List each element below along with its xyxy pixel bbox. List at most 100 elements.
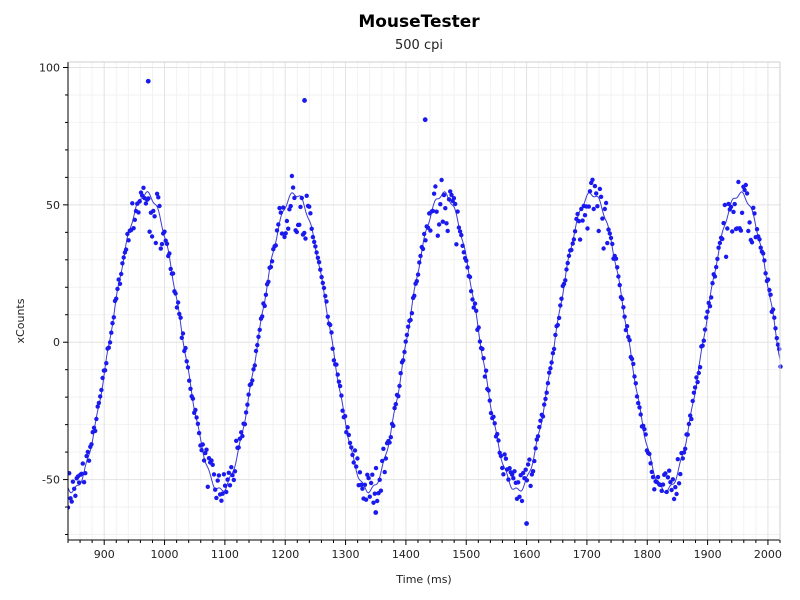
data-point bbox=[153, 240, 158, 246]
data-point bbox=[483, 368, 489, 373]
grid bbox=[67, 62, 781, 540]
data-point bbox=[555, 322, 560, 328]
data-point bbox=[116, 277, 121, 282]
data-point bbox=[768, 292, 773, 297]
data-point bbox=[549, 360, 554, 365]
data-point bbox=[225, 477, 230, 482]
data-point bbox=[762, 258, 767, 263]
data-point bbox=[440, 219, 445, 224]
y-axis-label: xCounts bbox=[14, 298, 27, 343]
data-point bbox=[576, 219, 582, 224]
data-point bbox=[695, 379, 700, 385]
data-point bbox=[633, 381, 638, 386]
data-point bbox=[585, 226, 590, 231]
data-point bbox=[314, 250, 319, 255]
data-point bbox=[430, 208, 436, 214]
data-point bbox=[252, 363, 257, 368]
data-point bbox=[615, 265, 620, 270]
data-point bbox=[175, 300, 181, 305]
data-point bbox=[436, 222, 442, 227]
data-point bbox=[742, 187, 747, 193]
data-point bbox=[465, 265, 470, 270]
data-point bbox=[136, 210, 141, 215]
data-point bbox=[643, 432, 648, 437]
data-point bbox=[669, 487, 674, 493]
data-point bbox=[406, 324, 411, 329]
data-point bbox=[565, 260, 570, 266]
data-point bbox=[582, 213, 588, 218]
data-point bbox=[84, 453, 89, 459]
data-point bbox=[401, 358, 406, 363]
data-point bbox=[214, 495, 219, 501]
data-point bbox=[365, 472, 370, 477]
data-point bbox=[180, 331, 186, 336]
data-point bbox=[444, 221, 449, 226]
data-point bbox=[354, 464, 359, 469]
y-tick-label: 0 bbox=[53, 336, 60, 349]
data-point bbox=[196, 430, 202, 436]
data-point bbox=[550, 351, 556, 356]
data-point bbox=[146, 196, 151, 201]
data-point bbox=[624, 324, 630, 329]
data-point bbox=[683, 446, 688, 451]
data-point bbox=[324, 299, 329, 304]
data-point bbox=[339, 393, 344, 398]
data-point bbox=[141, 185, 146, 190]
plot-area: 900 1000 1100 1200 1300 1400 1500 1600 1700 1800 1… bbox=[39, 61, 783, 561]
data-point bbox=[547, 370, 552, 375]
data-point bbox=[243, 410, 249, 415]
data-point bbox=[292, 195, 297, 201]
data-point bbox=[506, 477, 511, 482]
data-point bbox=[538, 418, 543, 423]
data-point bbox=[414, 279, 419, 284]
data-point bbox=[408, 317, 413, 323]
data-point bbox=[137, 199, 142, 204]
data-point bbox=[434, 209, 439, 214]
data-point bbox=[605, 240, 610, 246]
data-point bbox=[312, 239, 317, 245]
data-point bbox=[622, 314, 627, 319]
data-point bbox=[205, 484, 210, 489]
data-point bbox=[110, 321, 115, 326]
data-point bbox=[721, 220, 726, 226]
data-point bbox=[448, 189, 453, 194]
data-point bbox=[330, 346, 335, 351]
data-point bbox=[751, 205, 756, 210]
data-point bbox=[355, 456, 360, 461]
data-point bbox=[131, 226, 136, 231]
data-point bbox=[68, 496, 73, 501]
data-point bbox=[519, 498, 525, 504]
data-point bbox=[616, 274, 621, 279]
data-point bbox=[323, 293, 328, 299]
data-point bbox=[600, 216, 605, 221]
data-point bbox=[351, 460, 356, 465]
data-point bbox=[696, 370, 701, 376]
data-point bbox=[370, 472, 375, 477]
data-point bbox=[455, 209, 460, 214]
data-point bbox=[606, 227, 611, 232]
data-point bbox=[111, 315, 117, 320]
data-point bbox=[459, 232, 464, 238]
data-point bbox=[525, 462, 531, 467]
data-point bbox=[367, 494, 372, 499]
data-point bbox=[433, 184, 438, 189]
data-point bbox=[736, 179, 741, 185]
data-point bbox=[673, 485, 678, 490]
data-point bbox=[566, 253, 572, 258]
data-point bbox=[316, 260, 322, 265]
data-point bbox=[352, 448, 358, 453]
outlier-point bbox=[373, 510, 379, 515]
data-point bbox=[435, 233, 440, 238]
data-point bbox=[492, 421, 497, 426]
data-point bbox=[276, 222, 281, 227]
data-point bbox=[517, 494, 522, 499]
data-point bbox=[213, 487, 218, 492]
data-point bbox=[704, 315, 709, 320]
data-point bbox=[738, 228, 744, 233]
data-point bbox=[119, 271, 124, 277]
data-point bbox=[676, 481, 682, 486]
data-point bbox=[95, 404, 100, 409]
data-point bbox=[392, 405, 397, 411]
data-point bbox=[248, 381, 254, 387]
plot-background bbox=[68, 62, 780, 540]
